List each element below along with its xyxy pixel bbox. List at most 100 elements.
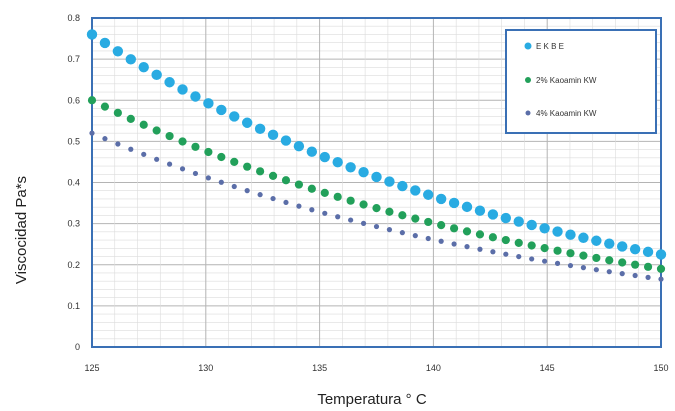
data-point: [320, 188, 329, 197]
data-point: [516, 253, 522, 260]
data-point: [474, 205, 486, 216]
legend-label-ekbe: E K B E: [536, 42, 564, 51]
data-point: [335, 214, 341, 220]
data-point: [631, 260, 640, 269]
data-point: [166, 161, 173, 167]
data-point: [293, 141, 305, 152]
data-point: [386, 227, 393, 233]
data-point: [178, 137, 187, 146]
data-point: [112, 46, 124, 57]
data-point: [632, 272, 638, 279]
legend-marker-2pct: [525, 77, 531, 83]
data-point: [99, 37, 111, 49]
data-point: [461, 201, 473, 213]
data-point: [333, 192, 342, 201]
data-point: [141, 151, 147, 157]
x-tick-label: 130: [198, 363, 213, 373]
data-point: [87, 96, 97, 105]
data-point: [371, 171, 382, 183]
y-tick-label: 0.6: [67, 95, 80, 105]
x-axis-ticks: 125 130 135 140 145 150: [84, 363, 668, 373]
data-point: [605, 256, 614, 265]
data-point: [190, 91, 201, 102]
data-point: [309, 207, 315, 213]
data-point: [425, 235, 431, 242]
y-tick-label: 0.5: [67, 136, 80, 146]
data-point: [192, 170, 199, 177]
data-point: [399, 230, 405, 236]
data-point: [412, 233, 418, 239]
data-point: [179, 166, 186, 172]
data-point: [591, 235, 602, 246]
data-point: [243, 162, 252, 171]
data-point: [113, 108, 122, 117]
data-point: [490, 249, 496, 255]
data-point: [372, 204, 381, 213]
data-point: [503, 251, 509, 257]
data-point: [89, 130, 95, 136]
data-point: [604, 238, 615, 249]
data-point: [488, 233, 497, 242]
legend-label-2pct: 2% Kaoamin KW: [536, 76, 597, 85]
data-point: [203, 98, 214, 109]
data-point: [553, 246, 562, 255]
data-point: [254, 123, 266, 135]
y-tick-label: 0.7: [67, 54, 80, 64]
data-point: [360, 220, 367, 226]
data-point: [658, 276, 664, 282]
data-point: [270, 195, 276, 202]
data-point: [501, 235, 510, 245]
data-point: [86, 29, 98, 40]
data-point: [373, 223, 380, 230]
data-point: [397, 180, 408, 192]
data-point: [606, 269, 612, 275]
data-point: [322, 210, 328, 216]
data-point: [462, 227, 472, 236]
data-point: [115, 141, 121, 147]
x-tick-label: 145: [540, 363, 555, 373]
data-point: [410, 185, 421, 196]
y-tick-label: 0.3: [67, 219, 80, 229]
data-point: [231, 183, 237, 190]
data-point: [348, 217, 354, 223]
legend-label-4pct: 4% Kaoamin KW: [536, 109, 597, 118]
data-point: [218, 179, 224, 185]
data-point: [319, 151, 330, 163]
series-layer: [86, 29, 667, 282]
data-point: [435, 193, 447, 205]
data-point: [539, 223, 550, 234]
data-point: [579, 251, 588, 260]
data-point: [642, 246, 654, 258]
data-point: [100, 102, 110, 111]
data-point: [345, 162, 356, 173]
data-point: [217, 152, 226, 162]
data-point: [526, 219, 537, 231]
x-axis-title: Temperatura ° C: [317, 391, 427, 408]
data-point: [477, 246, 483, 252]
plot-area-border: [91, 17, 662, 348]
data-point: [656, 264, 666, 273]
y-axis-title: Viscocidad Pa*s: [13, 176, 30, 284]
data-point: [566, 249, 575, 258]
data-point: [449, 224, 459, 233]
data-point: [540, 244, 549, 253]
y-tick-label: 0.8: [67, 13, 80, 23]
x-tick-label: 125: [84, 363, 99, 373]
data-point: [154, 156, 160, 162]
data-point: [552, 226, 563, 237]
data-point: [448, 197, 460, 209]
data-point: [294, 180, 304, 189]
data-point: [346, 196, 355, 205]
data-point: [542, 258, 548, 264]
data-point: [500, 212, 512, 224]
data-point: [138, 61, 149, 73]
data-point: [164, 77, 175, 88]
data-point: [204, 147, 213, 157]
data-point: [655, 249, 667, 260]
legend-marker-4pct: [525, 110, 531, 116]
data-point: [280, 135, 292, 146]
data-point: [411, 214, 420, 223]
data-point: [619, 271, 625, 277]
data-point: [451, 241, 457, 247]
